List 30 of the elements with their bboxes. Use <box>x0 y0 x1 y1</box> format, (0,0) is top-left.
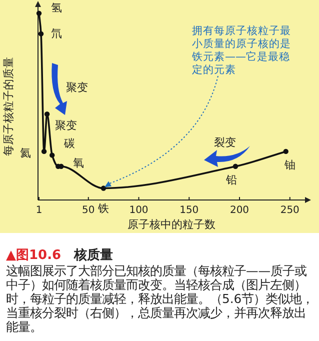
annotation: 聚变 <box>55 119 77 132</box>
x-tick-label: 100 <box>129 205 148 216</box>
annotation: 铀 <box>283 158 296 172</box>
x-tick-label: 150 <box>180 205 199 216</box>
annotation: 氧 <box>73 156 84 170</box>
point <box>41 148 47 154</box>
text: 这幅图展示了大部分已知核的质量（每核粒子——质子或中子）如何随着核质量而改变。当轻核合成（图片左侧）时，每粒子的质量减轻，释放出能量。（5.6节）类似地，当重核分裂时（右侧），总质量再次减少，并再次释放出能量。 <box>6 264 314 334</box>
annotation: 拥有每原子核粒子最小质量的原子核的是铁元素——它是最稳定的元素 <box>191 24 291 76</box>
annotation: 氢 <box>51 1 62 14</box>
annotation: 铅 <box>224 173 237 186</box>
annotation: 聚变 <box>66 81 88 94</box>
annotation: 铁 <box>96 202 109 216</box>
y-axis-title: 每原子核粒子的质量 <box>2 57 15 156</box>
point <box>100 186 106 191</box>
point <box>50 152 55 158</box>
annotation: 氘 <box>51 26 62 40</box>
text: ▲图10.6 核质量 <box>6 247 114 263</box>
x-tick-label: 200 <box>230 205 250 216</box>
point <box>36 10 42 16</box>
x-tick-label: 1 <box>36 205 42 216</box>
point <box>232 164 238 169</box>
annotation: 氦 <box>20 146 32 160</box>
point <box>44 112 50 117</box>
annotation: 裂变 <box>214 136 236 149</box>
x-tick-label: 50 <box>82 205 95 216</box>
x-axis-title: 原子核中的粒子数 <box>128 218 216 231</box>
annotation: 碳 <box>63 137 76 150</box>
point <box>283 148 288 154</box>
x-tick-label: 250 <box>280 205 300 216</box>
point <box>38 31 44 36</box>
